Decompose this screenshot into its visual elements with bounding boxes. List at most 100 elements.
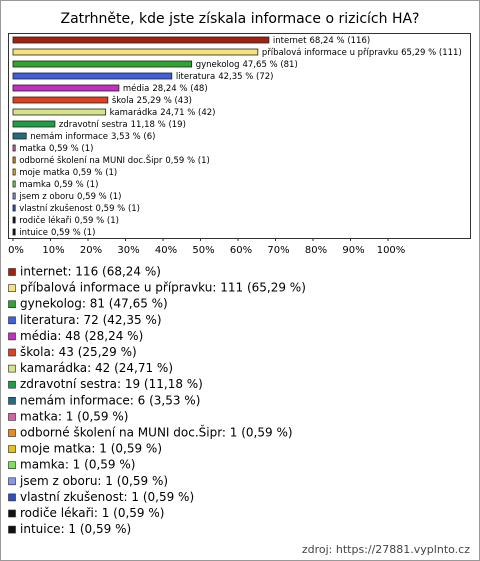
legend-swatch (8, 525, 16, 534)
bar-category: odborné školení na MUNI doc.Šipr (19, 154, 163, 166)
x-tick-label: 60% (230, 245, 252, 256)
bar (12, 84, 120, 92)
chart-title: Zatrhněte, kde jste získala informace o … (60, 11, 419, 27)
legend-swatch (8, 396, 16, 405)
x-tick-label: 0% (8, 245, 24, 256)
bar (12, 216, 16, 224)
x-tick-label: 80% (305, 245, 327, 256)
bar-label: gynekolog 47,65 % (81) (196, 60, 298, 70)
bar-category: gynekolog (196, 60, 240, 70)
x-tick-label: 70% (267, 245, 289, 256)
bar-label: literatura 42,35 % (72) (176, 72, 274, 82)
bar (12, 228, 16, 236)
bar-category: moje matka (19, 168, 70, 178)
bar-value-label: 0,59 % (1) (75, 216, 119, 226)
bar-category: média (123, 83, 149, 94)
legend-label: gynekolog: 81 (47,65 %) (20, 297, 168, 311)
x-tick-label: 40% (155, 245, 177, 256)
x-tick-label: 20% (80, 245, 102, 256)
legend-label: zdravotní sestra: 19 (11,18 %) (20, 377, 203, 391)
bar-label: matka 0,59 % (1) (19, 144, 93, 154)
legend-label: moje matka: 1 (0,59 %) (20, 442, 162, 456)
bar (12, 36, 270, 44)
bar-category: vlastní zkušenost (19, 203, 93, 214)
bar (12, 120, 56, 128)
bar-category: internet (273, 36, 307, 46)
bar-label: zdravotní sestra 11,18 % (19) (59, 120, 186, 130)
legend-swatch (8, 445, 16, 453)
bar (12, 156, 16, 164)
legend-swatch (8, 348, 16, 357)
bar-value-label: 0,59 % (1) (77, 192, 121, 202)
bar-category: kamarádka (110, 108, 158, 118)
bar-label: internet 68,24 % (116) (273, 36, 370, 46)
bar-label: intuice 0,59 % (1) (19, 228, 95, 238)
bar (12, 48, 259, 56)
bar-category: intuice (19, 228, 48, 238)
legend-label: kamarádka: 42 (24,71 %) (20, 361, 173, 375)
bar-label: rodiče lékaři 0,59 % (1) (19, 215, 119, 226)
bar-value-label: 24,71 % (42) (160, 108, 215, 118)
legend-label: odborné školení na MUNI doc.Šipr: 1 (0,5… (20, 425, 293, 440)
legend-label: internet: 116 (68,24 %) (20, 265, 161, 279)
bar-category: zdravotní sestra (59, 120, 128, 130)
bar-value-label: 47,65 % (81) (243, 60, 298, 70)
bar-label: příbalová informace u přípravku 65,29 % (… (262, 48, 462, 58)
legend-swatch (8, 268, 16, 276)
bar-value-label: 0,59 % (1) (96, 204, 140, 214)
x-tick-label: 10% (42, 245, 64, 256)
legend-swatch (8, 284, 16, 292)
legend-swatch (8, 509, 16, 518)
legend-swatch (8, 300, 16, 309)
bar (12, 204, 16, 212)
bar-label: odborné školení na MUNI doc.Šipr 0,59 % (… (19, 154, 210, 166)
bar-value-label: 42,35 % (72) (218, 72, 273, 82)
bar-label: nemám informace 3,53 % (6) (30, 132, 155, 142)
legend-swatch (8, 477, 16, 486)
legend-label: nemám informace: 6 (3,53 %) (20, 393, 200, 407)
bar-category: literatura (176, 72, 215, 82)
legend-label: jsem z oboru: 1 (0,59 %) (19, 474, 168, 488)
legend-swatch (8, 316, 16, 325)
legend-label: příbalová informace u přípravku: 111 (65… (20, 281, 306, 295)
x-tick-label: 30% (117, 245, 139, 256)
bar-value-label: 3,53 % (6) (111, 132, 155, 142)
legend-swatch (8, 380, 16, 389)
legend-swatch (8, 461, 16, 470)
bar-category: mamka (19, 180, 51, 190)
bar-label: jsem z oboru 0,59 % (1) (18, 192, 121, 202)
legend-label: mamka: 1 (0,59 %) (20, 458, 135, 472)
x-tick-label: 50% (192, 245, 214, 256)
legend-label: škola: 43 (25,29 %) (20, 345, 137, 359)
bar (12, 108, 107, 116)
bar (12, 144, 16, 152)
legend-label: vlastní zkušenost: 1 (0,59 %) (20, 490, 194, 504)
bar-value-label: 0,59 % (1) (49, 144, 93, 154)
bar-category: jsem z oboru (18, 192, 74, 202)
bar-label: kamarádka 24,71 % (42) (110, 108, 216, 118)
bar-value-label: 11,18 % (19) (131, 120, 186, 130)
x-tick-label: 100% (377, 245, 406, 256)
x-tick-label: 90% (342, 245, 364, 256)
legend-label: intuice: 1 (0,59 %) (20, 522, 131, 536)
bar-value-label: 28,24 % (48) (152, 84, 207, 94)
legend-swatch (8, 364, 16, 373)
bar-category: škola (112, 95, 134, 106)
bar (12, 132, 27, 140)
bar-label: vlastní zkušenost 0,59 % (1) (19, 203, 140, 214)
bar-value-label: 0,59 % (1) (54, 180, 98, 190)
bar-value-label: 0,59 % (1) (51, 228, 95, 238)
bar-category: matka (19, 144, 46, 154)
legend-swatch (8, 413, 16, 421)
bar-category: rodiče lékaři (19, 215, 71, 226)
legend-label: literatura: 72 (42,35 %) (20, 313, 162, 327)
bar-label: média 28,24 % (48) (123, 83, 208, 94)
bar-value-label: 65,29 % (111) (401, 48, 462, 58)
bar (12, 180, 16, 188)
bar (12, 72, 173, 80)
legend-swatch (8, 493, 16, 502)
legend-label: rodiče lékaři: 1 (0,59 %) (20, 506, 164, 520)
bar-label: škola 25,29 % (43) (112, 95, 192, 106)
bar (12, 168, 16, 176)
